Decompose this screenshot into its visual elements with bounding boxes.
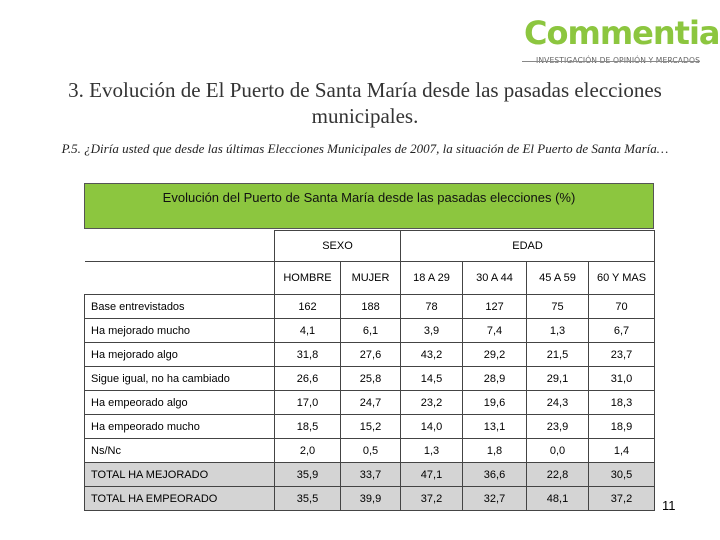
table-banner: Evolución del Puerto de Santa María desd… <box>84 183 654 229</box>
table-cell: 21,5 <box>526 342 590 367</box>
logo-wordmark: Commentia <box>524 14 720 52</box>
table-cell: 78 <box>400 294 464 319</box>
row-label: Ha mejorado mucho <box>84 318 275 343</box>
table-cell: 14,5 <box>400 366 464 391</box>
table-row: Ns/Nc 2,0 0,5 1,3 1,8 0,0 1,4 <box>84 438 656 463</box>
table-cell: 188 <box>339 294 402 319</box>
table-cell: 35,9 <box>274 462 341 487</box>
table-cell: 31,8 <box>274 342 341 367</box>
table-row: Ha mejorado mucho 4,1 6,1 3,9 7,4 1,3 6,7 <box>84 318 656 343</box>
table-cell: 14,0 <box>400 414 464 439</box>
table-cell: 19,6 <box>462 390 528 415</box>
table-cell: 6,1 <box>339 318 402 343</box>
table-cell: 23,2 <box>400 390 464 415</box>
group-header-row: SEXO EDAD <box>84 230 656 262</box>
logo-tagline: INVESTIGACIÓN DE OPINIÓN Y MERCADOS <box>522 56 700 65</box>
table-cell: 6,7 <box>588 318 656 343</box>
table-cell: 33,7 <box>339 462 402 487</box>
group-sexo: SEXO <box>273 230 402 262</box>
table-cell: 29,2 <box>462 342 528 367</box>
table-cell: 127 <box>462 294 528 319</box>
table-cell: 30,5 <box>588 462 656 487</box>
table-cell: 24,7 <box>339 390 402 415</box>
table-cell: 1,3 <box>526 318 590 343</box>
row-label: Base entrevistados <box>84 294 275 319</box>
table-cell: 15,2 <box>339 414 402 439</box>
table-cell: 39,9 <box>339 486 402 511</box>
table-row: Sigue igual, no ha cambiado 26,6 25,8 14,5 2… <box>84 366 656 391</box>
table-cell: 27,6 <box>339 342 402 367</box>
table-cell: 22,8 <box>526 462 590 487</box>
table-cell: 32,7 <box>462 486 528 511</box>
table-cell: 4,1 <box>274 318 341 343</box>
table-cell: 25,8 <box>339 366 402 391</box>
table-cell: 18,9 <box>588 414 656 439</box>
table-cell: 47,1 <box>400 462 464 487</box>
table-cell: 26,6 <box>274 366 341 391</box>
column-header: 60 Y MAS <box>588 261 656 295</box>
table-cell: 24,3 <box>526 390 590 415</box>
table-cell: 13,1 <box>462 414 528 439</box>
table-cell: 23,9 <box>526 414 590 439</box>
column-header: 18 A 29 <box>400 261 464 295</box>
table-cell: 35,5 <box>274 486 341 511</box>
table-cell: 75 <box>526 294 590 319</box>
table-cell: 36,6 <box>462 462 528 487</box>
table-cell: 28,9 <box>462 366 528 391</box>
table-cell: 23,7 <box>588 342 656 367</box>
row-label: TOTAL HA MEJORADO <box>84 462 275 487</box>
table-cell: 1,8 <box>462 438 528 463</box>
table-cell: 2,0 <box>274 438 341 463</box>
column-header: 30 A 44 <box>462 261 528 295</box>
table-body: Base entrevistados 162 188 78 127 75 70 Ha mejo… <box>84 294 656 511</box>
row-label: Sigue igual, no ha cambiado <box>84 366 275 391</box>
row-label: Ha empeorado mucho <box>84 414 275 439</box>
row-label: Ns/Nc <box>84 438 275 463</box>
question-text: P.5. ¿Diría usted que desde las últimas … <box>61 141 669 156</box>
table-cell: 18,5 <box>274 414 341 439</box>
table-cell: 43,2 <box>400 342 464 367</box>
table-cell: 70 <box>588 294 656 319</box>
column-header-row: HOMBRE MUJER 18 A 29 30 A 44 45 A 59 60 … <box>84 261 656 295</box>
table-cell: 162 <box>274 294 341 319</box>
row-label: Ha empeorado algo <box>84 390 275 415</box>
table-cell: 1,3 <box>400 438 464 463</box>
page-number: 11 <box>662 498 676 513</box>
column-header: 45 A 59 <box>526 261 590 295</box>
corner-cell <box>84 230 275 262</box>
table-row: TOTAL HA EMPEORADO 35,5 39,9 37,2 32,7 48,1 37… <box>84 486 656 511</box>
row-label: TOTAL HA EMPEORADO <box>84 486 275 511</box>
table-row: Ha empeorado mucho 18,5 15,2 14,0 13,1 23,9 18… <box>84 414 656 439</box>
table-cell: 37,2 <box>400 486 464 511</box>
table-cell: 17,0 <box>274 390 341 415</box>
column-header: MUJER <box>339 261 402 295</box>
table-cell: 29,1 <box>526 366 590 391</box>
table-cell: 3,9 <box>400 318 464 343</box>
table-cell: 0,5 <box>339 438 402 463</box>
table-cell: 7,4 <box>462 318 528 343</box>
table-cell: 0,0 <box>526 438 590 463</box>
table-cell: 31,0 <box>588 366 656 391</box>
table-row: TOTAL HA MEJORADO 35,9 33,7 47,1 36,6 22,8 30,… <box>84 462 656 487</box>
table-cell: 1,4 <box>588 438 656 463</box>
table-row: Ha empeorado algo 17,0 24,7 23,2 19,6 24,3 18,… <box>84 390 656 415</box>
group-edad: EDAD <box>400 230 656 262</box>
row-label: Ha mejorado algo <box>84 342 275 367</box>
table-cell: 18,3 <box>588 390 656 415</box>
page-title: 3. Evolución de El Puerto de Santa María… <box>68 78 662 128</box>
column-header: HOMBRE <box>274 261 341 295</box>
commentia-logo: Commentia INVESTIGACIÓN DE OPINIÓN Y MER… <box>522 14 720 70</box>
table-cell: 37,2 <box>588 486 656 511</box>
corner-cell <box>84 261 275 295</box>
table-row: Ha mejorado algo 31,8 27,6 43,2 29,2 21,5 23,7 <box>84 342 656 367</box>
table-row: Base entrevistados 162 188 78 127 75 70 <box>84 294 656 319</box>
results-table: SEXO EDAD HOMBRE MUJER 18 A 29 30 A 44 4… <box>84 230 656 511</box>
table-cell: 48,1 <box>526 486 590 511</box>
